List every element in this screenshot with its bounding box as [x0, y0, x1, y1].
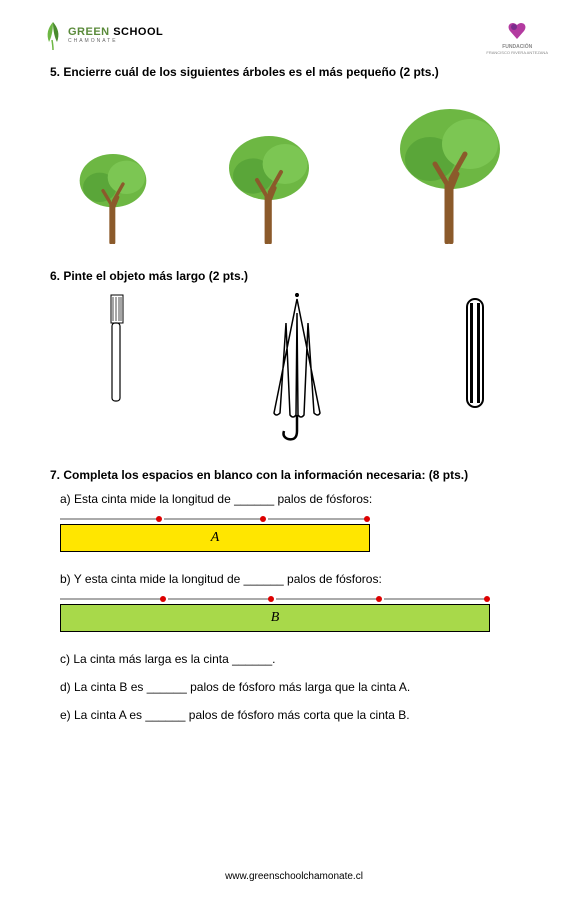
ribbon-b-label: B: [271, 610, 280, 626]
match: [276, 598, 380, 600]
question-5: 5. Encierre cuál de los siguientes árbol…: [50, 65, 548, 79]
q7-d: d) La cinta B es ______ palos de fósforo…: [60, 680, 548, 694]
umbrella[interactable]: [252, 293, 342, 443]
match: [384, 598, 488, 600]
match: [268, 518, 368, 520]
q7-b: b) Y esta cinta mide la longitud de ____…: [60, 572, 548, 586]
foundation-icon: [505, 20, 529, 42]
question-6: 6. Pinte el objeto más largo (2 pts.): [50, 269, 548, 283]
objects-row: [40, 293, 548, 443]
footer-url: www.greenschoolchamonate.cl: [0, 871, 588, 882]
toothbrush[interactable]: [101, 293, 131, 403]
matches-b: [60, 592, 500, 604]
foundation-line2: FRANCISCO RIVERA ANTEZANA: [486, 50, 548, 55]
pencil[interactable]: [463, 293, 487, 413]
q7-c: c) La cinta más larga es la cinta ______…: [60, 652, 548, 666]
tree-medium[interactable]: [204, 124, 334, 244]
match: [60, 518, 160, 520]
ribbon-a: A: [60, 524, 370, 552]
trees-row: [40, 94, 548, 244]
q7-a: a) Esta cinta mide la longitud de ______…: [60, 492, 548, 506]
tree-small[interactable]: [58, 144, 168, 244]
ribbon-a-label: A: [211, 530, 220, 546]
matches-a: [60, 512, 370, 524]
match: [60, 598, 164, 600]
question-7: 7. Completa los espacios en blanco con l…: [50, 468, 548, 482]
logo-left: GREEN SCHOOL CHAMONATE: [40, 20, 163, 50]
logo-right: FUNDACIÓN FRANCISCO RIVERA ANTEZANA: [486, 20, 548, 55]
match: [164, 518, 264, 520]
ribbon-b: B: [60, 604, 490, 632]
ribbon-b-wrap: B: [60, 592, 548, 632]
q7-e: e) La cinta A es ______ palos de fósforo…: [60, 708, 548, 722]
tree-large[interactable]: [370, 94, 530, 244]
leaf-icon: [40, 20, 66, 50]
logo-title: GREEN SCHOOL: [68, 27, 163, 38]
logo-subtitle: CHAMONATE: [68, 38, 163, 44]
ribbon-a-wrap: A: [60, 512, 548, 552]
page-header: GREEN SCHOOL CHAMONATE FUNDACIÓN FRANCIS…: [40, 20, 548, 55]
match: [168, 598, 272, 600]
